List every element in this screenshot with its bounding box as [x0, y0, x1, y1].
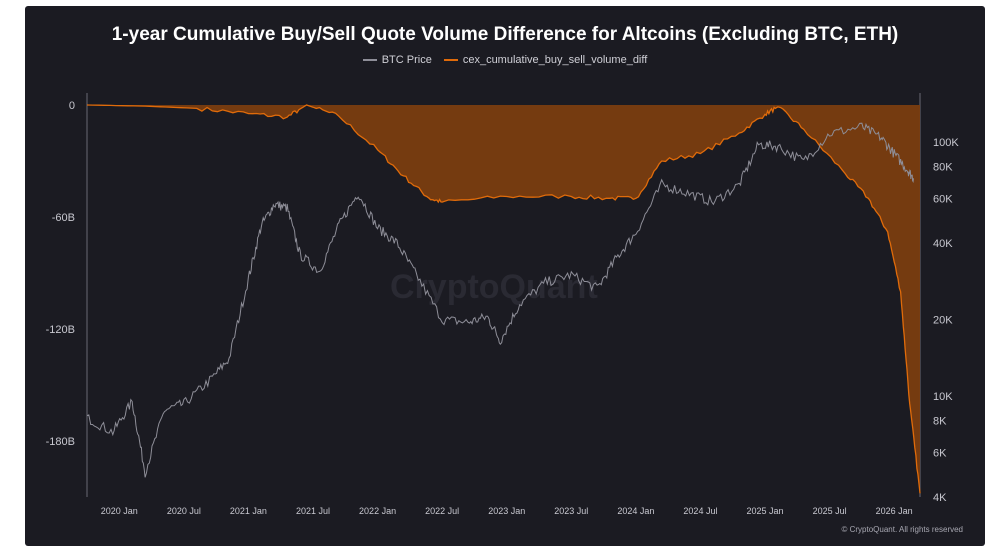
x-tick-label: 2023 Jan: [488, 506, 525, 516]
y-right-tick-label: 80K: [933, 162, 953, 174]
y-left-tick-label: 0: [69, 100, 75, 112]
x-tick-label: 2022 Jan: [359, 506, 396, 516]
x-tick-label: 2020 Jan: [101, 506, 138, 516]
btc-price-line: [86, 122, 914, 478]
y-right-tick-label: 20K: [933, 315, 953, 327]
legend-label-diff: cex_cumulative_buy_sell_volume_diff: [462, 54, 648, 66]
legend-item-volume-diff[interactable]: cex_cumulative_buy_sell_volume_diff: [443, 54, 648, 66]
y-right-tick-label: 40K: [933, 238, 953, 250]
chart-legend: BTC Price cex_cumulative_buy_sell_volume…: [25, 54, 985, 66]
y-right-tick-label: 8K: [933, 416, 947, 428]
y-right-tick-label: 60K: [933, 193, 953, 205]
legend-swatch-diff: [443, 59, 458, 61]
chart-title: 1-year Cumulative Buy/Sell Quote Volume …: [111, 24, 899, 45]
copyright-text: © CryptoQuant. All rights reserved: [841, 525, 964, 534]
legend-item-btc-price[interactable]: BTC Price: [362, 54, 432, 66]
x-tick-label: 2020 Jul: [167, 506, 201, 516]
y-right-tick-label: 100K: [933, 137, 959, 149]
x-tick-label: 2024 Jul: [683, 506, 717, 516]
y-right-tick-label: 4K: [933, 492, 947, 504]
y-left-tick-label: -180B: [46, 436, 75, 448]
y-right-tick-label: 6K: [933, 447, 947, 459]
x-tick-label: 2024 Jan: [617, 506, 654, 516]
x-tick-label: 2026 Jan: [876, 506, 913, 516]
x-tick-label: 2025 Jul: [813, 506, 847, 516]
x-tick-label: 2022 Jul: [425, 506, 459, 516]
x-tick-label: 2023 Jul: [554, 506, 588, 516]
legend-swatch-btc: [362, 59, 377, 61]
chart-svg: 0 -60B -120B -180B 100K 80K 60K 40K 20K 10K 8K 6K 4K…: [46, 93, 959, 516]
legend-label-btc: BTC Price: [381, 54, 432, 66]
x-tick-label: 2021 Jan: [230, 506, 267, 516]
y-left-tick-label: -120B: [46, 324, 75, 336]
diff-area-fill: [87, 105, 920, 494]
x-tick-label: 2021 Jul: [296, 506, 330, 516]
y-left-tick-label: -60B: [52, 212, 75, 224]
diff-series-line: [86, 104, 921, 494]
x-tick-label: 2025 Jan: [746, 506, 783, 516]
chart-frame: 1-year Cumulative Buy/Sell Quote Volume …: [25, 6, 985, 546]
y-right-tick-label: 10K: [933, 391, 953, 403]
